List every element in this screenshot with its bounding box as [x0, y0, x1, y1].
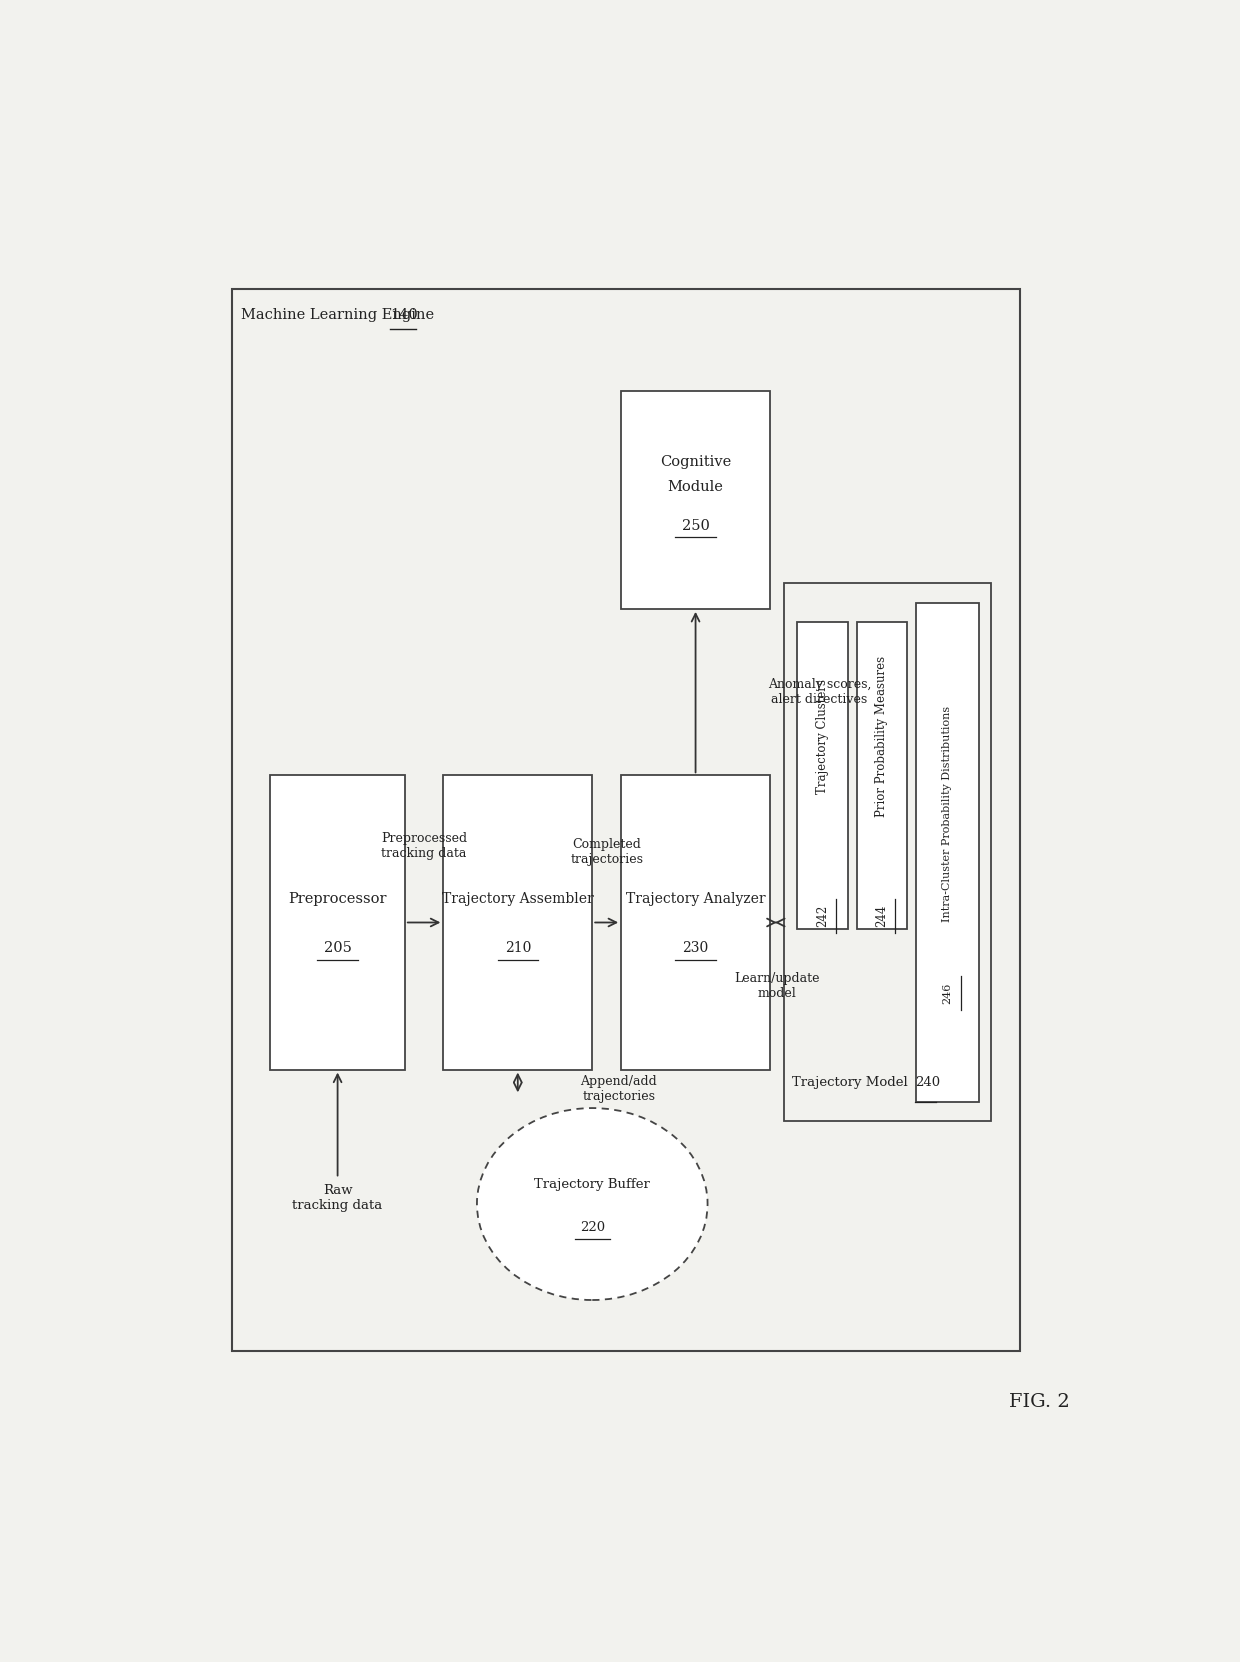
Text: Anomaly scores,
alert directives: Anomaly scores, alert directives: [768, 678, 870, 706]
Text: Learn/update
model: Learn/update model: [734, 972, 820, 1001]
Text: 205: 205: [324, 941, 351, 956]
Text: Completed
trajectories: Completed trajectories: [570, 838, 644, 866]
FancyBboxPatch shape: [797, 622, 848, 929]
Text: Machine Learning Engine: Machine Learning Engine: [242, 307, 439, 322]
Text: Append/add
trajectories: Append/add trajectories: [580, 1075, 657, 1104]
Text: Trajectory Analyzer: Trajectory Analyzer: [626, 892, 765, 906]
Text: Preprocessed
tracking data: Preprocessed tracking data: [381, 831, 467, 859]
Ellipse shape: [477, 1109, 708, 1300]
FancyBboxPatch shape: [785, 583, 991, 1120]
Text: 220: 220: [579, 1220, 605, 1233]
FancyBboxPatch shape: [916, 603, 978, 1102]
FancyBboxPatch shape: [621, 774, 770, 1070]
FancyBboxPatch shape: [232, 289, 1019, 1351]
Text: Preprocessor: Preprocessor: [289, 892, 387, 906]
Text: Module: Module: [667, 480, 723, 494]
Text: Trajectory Buffer: Trajectory Buffer: [534, 1178, 650, 1192]
Text: 246: 246: [942, 982, 952, 1004]
Text: Trajectory Assembler: Trajectory Assembler: [441, 892, 594, 906]
Text: Trajectory Clusters: Trajectory Clusters: [816, 680, 828, 794]
FancyBboxPatch shape: [857, 622, 908, 929]
Text: 140: 140: [391, 307, 418, 322]
Text: Cognitive: Cognitive: [660, 455, 732, 469]
Text: Trajectory Model: Trajectory Model: [792, 1075, 913, 1089]
Text: 240: 240: [915, 1075, 940, 1089]
Text: FIG. 2: FIG. 2: [1009, 1393, 1069, 1411]
Text: 210: 210: [505, 941, 531, 956]
Text: Prior Probability Measures: Prior Probability Measures: [875, 656, 889, 818]
FancyBboxPatch shape: [270, 774, 404, 1070]
Text: 230: 230: [682, 941, 709, 956]
FancyBboxPatch shape: [444, 774, 593, 1070]
FancyBboxPatch shape: [621, 391, 770, 608]
Text: Intra-Cluster Probability Distributions: Intra-Cluster Probability Distributions: [942, 706, 952, 922]
Text: 244: 244: [875, 904, 889, 927]
Text: 242: 242: [816, 906, 828, 927]
Text: Raw
tracking data: Raw tracking data: [293, 1183, 383, 1212]
Text: 250: 250: [682, 519, 709, 534]
